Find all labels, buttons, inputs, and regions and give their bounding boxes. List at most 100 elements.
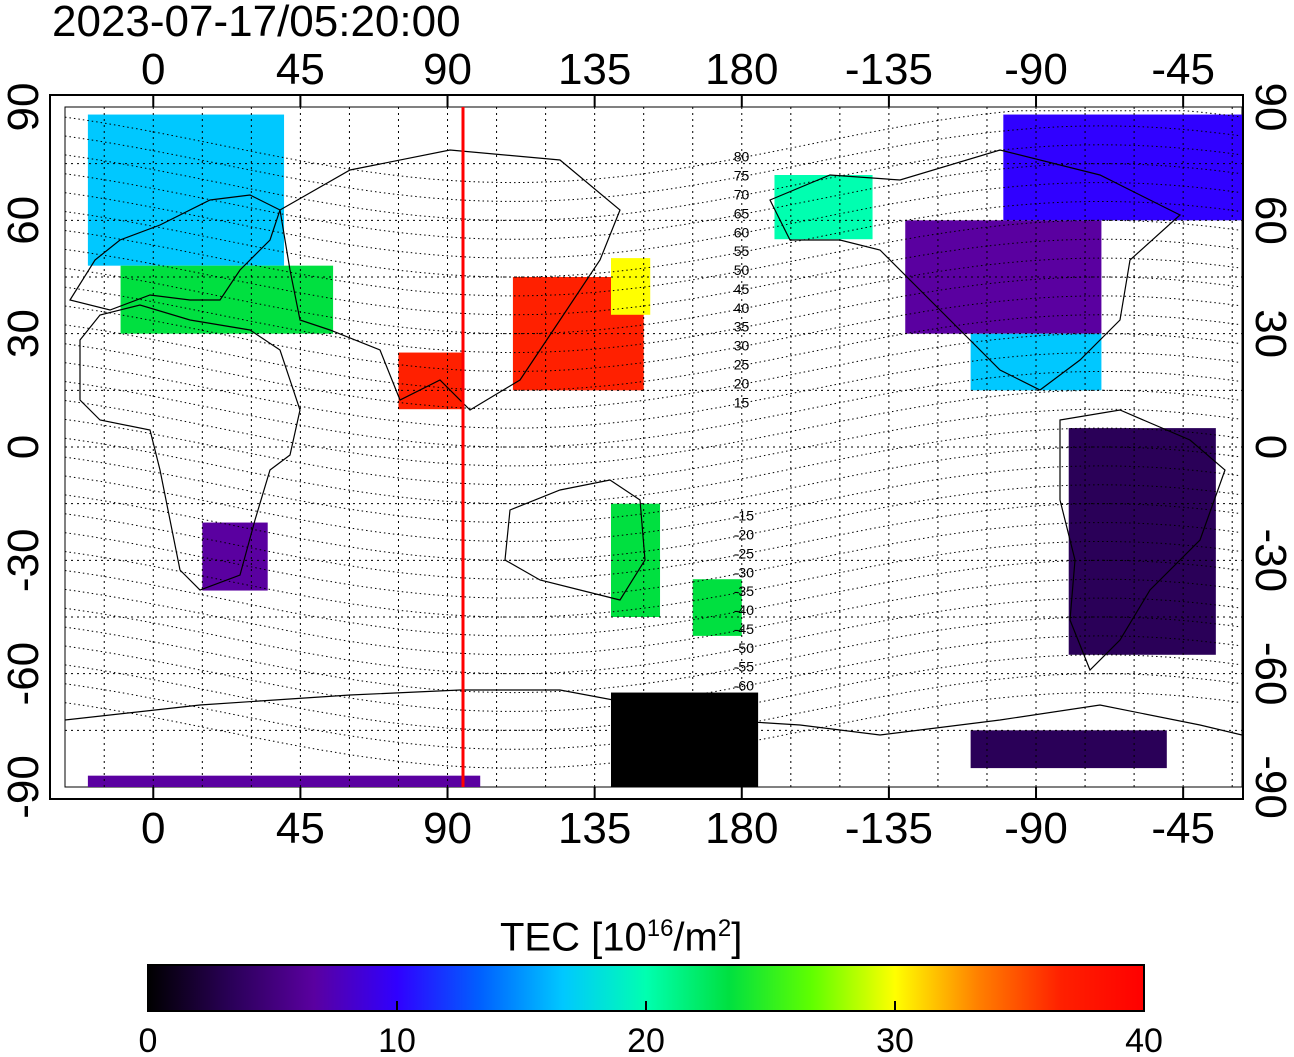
south-america-coast [1059,409,1226,672]
contour-line [65,559,1242,637]
contour-line [65,295,1242,372]
contour-line [65,408,1242,486]
right-lat-tick-label: 30 [1246,309,1294,358]
tec-region-southern-africa [202,522,268,591]
contour-line [65,465,1242,542]
antarctica-coast [65,689,1242,736]
contour-line [65,692,1242,769]
tec-region-south-pole-strip [87,775,481,787]
right-lat-tick-label: 90 [1246,83,1294,132]
contour-line [65,389,1242,467]
tec-region-antarctica-west [970,730,1167,769]
tec-region-canada-north [1003,114,1242,221]
left-lat-tick-label: 30 [0,309,48,358]
contour-label: 35 [734,319,750,335]
contour-label: -60 [734,678,754,694]
contour-line [65,352,1242,429]
contour-line [65,597,1242,675]
contour-label: 65 [734,205,750,221]
colorbar-label-exponent: 16 [646,915,674,942]
colorbar-title: TEC [1016/m2] [500,905,800,961]
top-lon-tick-label: 0 [141,45,165,94]
top-lon-tick-label: 90 [423,45,472,94]
contour-line [65,219,1242,297]
colorbar-tick-label: 40 [1125,1022,1163,1057]
africa-coast [79,304,301,591]
tec-region-india [398,352,464,410]
contour-labels: 80 75 70 65 60 55 50 45 40 35 30 25 20 15 -15 -20 -25 -30… [734,149,754,751]
contour-label: -15 [734,508,754,524]
contour-line [65,541,1242,618]
top-lon-tick-label: -135 [845,45,933,94]
contour-label: -50 [734,640,754,656]
contour-label: 80 [734,149,750,165]
contour-label: -65 [734,696,754,712]
bottom-lon-tick-label: -45 [1151,804,1215,853]
contour-line [65,616,1242,694]
colorbar-label-main: TEC [10 [500,915,647,960]
bottom-lon-tick-label: 90 [423,804,472,853]
right-lat-tick-label: 60 [1246,196,1294,245]
contour-line [65,276,1242,354]
geomagnetic-contours [65,110,1242,769]
bottom-lon-tick-label: -90 [1004,804,1068,853]
left-lat-tick-label: 90 [0,83,48,132]
colorbar-tick-label: 30 [876,1022,914,1057]
contour-line [65,257,1242,335]
contour-label: 55 [734,243,750,259]
top-longitude-ticks: 0 45 90 135 180 -135 -90 -45 [141,45,1215,107]
bottom-lon-tick-label: 180 [705,804,778,853]
contour-line [65,201,1242,278]
plot-title: 2023-07-17/05:20:00 [52,0,461,46]
left-lat-tick-label: 60 [0,196,48,245]
colorbar-label-close: ] [731,915,743,960]
left-lat-tick-label: 0 [0,435,48,459]
contour-line [65,314,1242,391]
contour-line [65,446,1242,524]
contour-line [65,371,1242,448]
contour-label: -30 [734,564,754,580]
right-lat-tick-label: -60 [1246,642,1294,706]
colorbar-tick-label: 0 [139,1022,158,1057]
tec-region-europe-south [120,265,334,334]
contour-label: 30 [734,338,750,354]
contour-label: -75 [734,734,754,750]
colorbar-tick-label: 20 [627,1022,665,1057]
contour-label: 70 [734,186,750,202]
contour-line [65,110,1242,184]
contour-line [65,163,1242,240]
contour-label: -55 [734,659,754,675]
contour-label: 20 [734,375,750,391]
bottom-lon-tick-label: 135 [558,804,631,853]
contour-line [65,522,1242,599]
top-lon-tick-label: 135 [558,45,631,94]
coastlines [65,149,1242,736]
contour-label: 75 [734,168,750,184]
bottom-lon-tick-label: -135 [845,804,933,853]
contour-line [65,333,1242,410]
contour-label: 25 [734,356,750,372]
bottom-lon-tick-label: 45 [276,804,325,853]
tec-region-new-zealand [692,579,742,636]
contour-line [65,673,1242,750]
contour-line [65,182,1242,259]
top-lon-tick-label: 45 [276,45,325,94]
tec-data-layer [87,114,1242,787]
left-lat-tick-label: -60 [0,642,48,706]
colorbar-label-exponent2: 2 [717,915,732,942]
asia-coast [279,149,621,411]
bottom-lon-tick-label: 0 [141,804,165,853]
graticule [65,107,1242,787]
right-lat-tick-label: -30 [1246,529,1294,593]
tec-region-europe-north [87,114,285,266]
contour-label: -70 [734,715,754,731]
contour-label: -45 [734,621,754,637]
contour-label: -40 [734,602,754,618]
contour-label: 50 [734,262,750,278]
contour-line [65,503,1242,580]
top-lon-tick-label: -45 [1151,45,1215,94]
right-latitude-ticks: 90 60 30 0 -30 -60 -90 [1246,83,1294,819]
contour-line [65,635,1242,712]
contour-label: -25 [734,545,754,561]
